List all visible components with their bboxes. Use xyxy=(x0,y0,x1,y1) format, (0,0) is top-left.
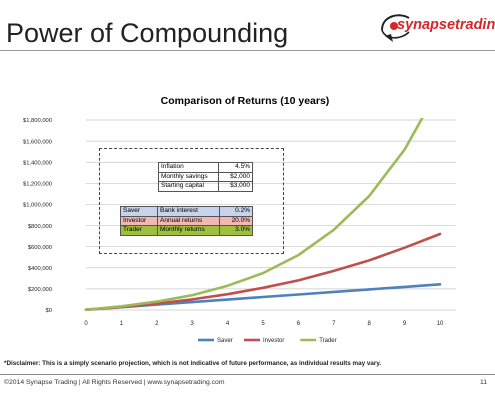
chart-title: Comparison of Returns (10 years) xyxy=(161,95,330,107)
param-cell-val: 20.0% xyxy=(219,215,253,226)
chart-legend: Saver Investor Trader xyxy=(198,338,337,344)
y-tick-label: $1,200,000 xyxy=(23,182,52,188)
y-tick-label: $1,000,000 xyxy=(23,203,52,209)
param-cell-role: Trader xyxy=(120,225,158,236)
y-tick-label: $200,000 xyxy=(28,287,52,293)
synapse-logo: synapsetradin xyxy=(379,8,495,44)
param-cell-role: Investor xyxy=(120,215,158,226)
series-line-trader xyxy=(84,118,424,311)
y-axis-tick-labels: $0 $200,000 $400,000 $600,000 $800,000 $1,000… xyxy=(23,118,52,314)
legend-label-investor: Investor xyxy=(263,338,284,344)
y-tick-label: $1,800,000 xyxy=(23,118,52,124)
x-tick-label: 4 xyxy=(226,321,230,327)
param-cell-val: $2,000 xyxy=(218,171,253,182)
x-tick-label: 2 xyxy=(155,321,159,327)
footer-divider xyxy=(0,374,495,375)
page-number: 11 xyxy=(480,379,488,386)
param-cell-val: 3.0% xyxy=(219,225,253,236)
logo-swoosh-icon xyxy=(381,14,410,42)
parameter-box xyxy=(99,148,284,254)
legend-label-saver: Saver xyxy=(217,338,233,344)
param-cell-lbl: Inflation xyxy=(158,162,219,173)
title-divider xyxy=(0,50,495,51)
x-tick-label: 10 xyxy=(437,321,444,327)
y-tick-label: $1,400,000 xyxy=(23,160,52,166)
series-line-investor xyxy=(84,232,442,311)
y-tick-label: $0 xyxy=(46,308,52,314)
param-cell-role: Saver xyxy=(120,206,158,217)
param-cell-lbl: Bank interest xyxy=(157,206,220,217)
y-tick-label: $1,600,000 xyxy=(23,139,52,145)
param-cell-lbl: Annual returns xyxy=(157,215,220,226)
chart-gridlines xyxy=(86,119,456,311)
param-cell-val: $3,000 xyxy=(218,181,253,192)
x-tick-label: 0 xyxy=(84,321,88,327)
y-tick-label: $600,000 xyxy=(28,245,52,251)
param-cell-lbl: Starting capital xyxy=(158,181,219,192)
x-tick-label: 8 xyxy=(368,321,372,327)
legend-label-trader: Trader xyxy=(319,338,336,344)
x-tick-label: 7 xyxy=(332,321,336,327)
x-tick-label: 3 xyxy=(191,321,195,327)
param-row: Inflation 4.5% xyxy=(158,162,253,173)
disclaimer: *Disclaimer: This is a simply scenario p… xyxy=(4,360,382,367)
logo-text: synapsetradin xyxy=(397,17,495,33)
param-cell-lbl: Monthly returns xyxy=(157,225,220,236)
x-axis-tick-labels: 0 1 2 3 4 5 6 7 8 9 10 xyxy=(84,321,444,327)
role-row-saver: Saver Bank interest 0.2% xyxy=(120,206,253,217)
y-tick-label: $800,000 xyxy=(28,224,52,230)
param-cell-val: 4.5% xyxy=(218,162,253,173)
param-row: Starting capital $3,000 xyxy=(158,181,253,192)
y-tick-label: $400,000 xyxy=(28,266,52,272)
role-row-trader: Trader Monthly returns 3.0% xyxy=(120,225,253,236)
param-cell-lbl: Monthly savings xyxy=(158,171,219,182)
param-cell-val: 0.2% xyxy=(219,206,253,217)
role-parameters-table: Saver Bank interest 0.2% Investor Annual ret… xyxy=(120,206,253,236)
x-tick-label: 5 xyxy=(261,321,265,327)
slide-title: Power of Compounding xyxy=(6,18,289,48)
x-tick-label: 9 xyxy=(403,321,407,327)
footer-copyright: ©2014 Synapse Trading | All Rights Reser… xyxy=(4,379,225,386)
role-row-investor: Investor Annual returns 20.0% xyxy=(120,215,253,226)
x-tick-label: 1 xyxy=(120,321,124,327)
x-tick-label: 6 xyxy=(297,321,301,327)
general-parameters-table: Inflation 4.5% Monthly savings $2,000 Starti… xyxy=(158,162,253,192)
returns-chart: Comparison of Returns (10 years) $0 $200,… xyxy=(23,95,456,344)
param-row: Monthly savings $2,000 xyxy=(158,171,253,182)
chart-series-lines xyxy=(84,118,442,311)
